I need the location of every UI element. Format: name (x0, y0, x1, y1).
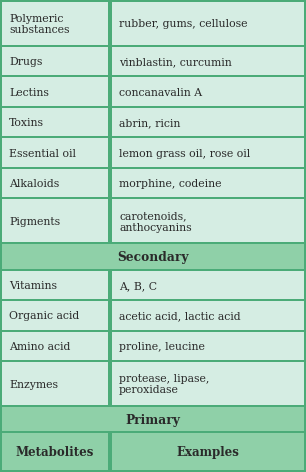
Bar (2, 301, 108, 329)
Bar (112, 270, 304, 299)
Bar (2, 199, 108, 242)
Text: Primary: Primary (125, 413, 181, 427)
Text: Essential oil: Essential oil (9, 149, 76, 159)
Bar (112, 2, 304, 45)
Text: Pigments: Pigments (9, 217, 60, 227)
Text: proline, leucine: proline, leucine (119, 342, 205, 352)
Text: morphine, codeine: morphine, codeine (119, 179, 222, 189)
Text: lemon grass oil, rose oil: lemon grass oil, rose oil (119, 149, 250, 159)
Text: A, B, C: A, B, C (119, 281, 157, 291)
Text: concanavalin A: concanavalin A (119, 87, 202, 98)
Bar (2, 108, 108, 136)
Bar (112, 362, 304, 405)
Bar (112, 301, 304, 329)
Text: Alkaloids: Alkaloids (9, 179, 59, 189)
Text: Amino acid: Amino acid (9, 342, 70, 352)
Bar (2, 138, 108, 167)
Bar (2, 244, 304, 269)
Bar (112, 199, 304, 242)
Text: Drugs: Drugs (9, 57, 42, 67)
Bar (2, 270, 108, 299)
Bar (2, 433, 108, 470)
Bar (112, 77, 304, 106)
Text: Polymeric
substances: Polymeric substances (9, 14, 69, 35)
Text: Lectins: Lectins (9, 87, 49, 98)
Text: Secondary: Secondary (117, 251, 189, 264)
Bar (2, 169, 108, 197)
Text: rubber, gums, cellulose: rubber, gums, cellulose (119, 19, 248, 29)
Bar (112, 332, 304, 360)
Bar (112, 433, 304, 470)
Bar (112, 169, 304, 197)
Bar (2, 362, 108, 405)
Bar (112, 108, 304, 136)
Text: Toxins: Toxins (9, 118, 44, 128)
Text: protease, lipase,
peroxidase: protease, lipase, peroxidase (119, 374, 209, 396)
Text: vinblastin, curcumin: vinblastin, curcumin (119, 57, 232, 67)
Bar (2, 2, 108, 45)
Text: Enzymes: Enzymes (9, 379, 58, 389)
Text: Vitamins: Vitamins (9, 281, 57, 291)
Text: acetic acid, lactic acid: acetic acid, lactic acid (119, 312, 241, 321)
Bar (2, 77, 108, 106)
Text: Organic acid: Organic acid (9, 312, 79, 321)
Bar (2, 47, 108, 75)
Bar (2, 407, 304, 431)
Text: Examples: Examples (177, 446, 239, 459)
Text: abrin, ricin: abrin, ricin (119, 118, 180, 128)
Bar (112, 47, 304, 75)
Bar (2, 332, 108, 360)
Text: Metabolites: Metabolites (16, 446, 94, 459)
Bar (112, 138, 304, 167)
Text: carotenoids,
anthocyanins: carotenoids, anthocyanins (119, 211, 192, 233)
